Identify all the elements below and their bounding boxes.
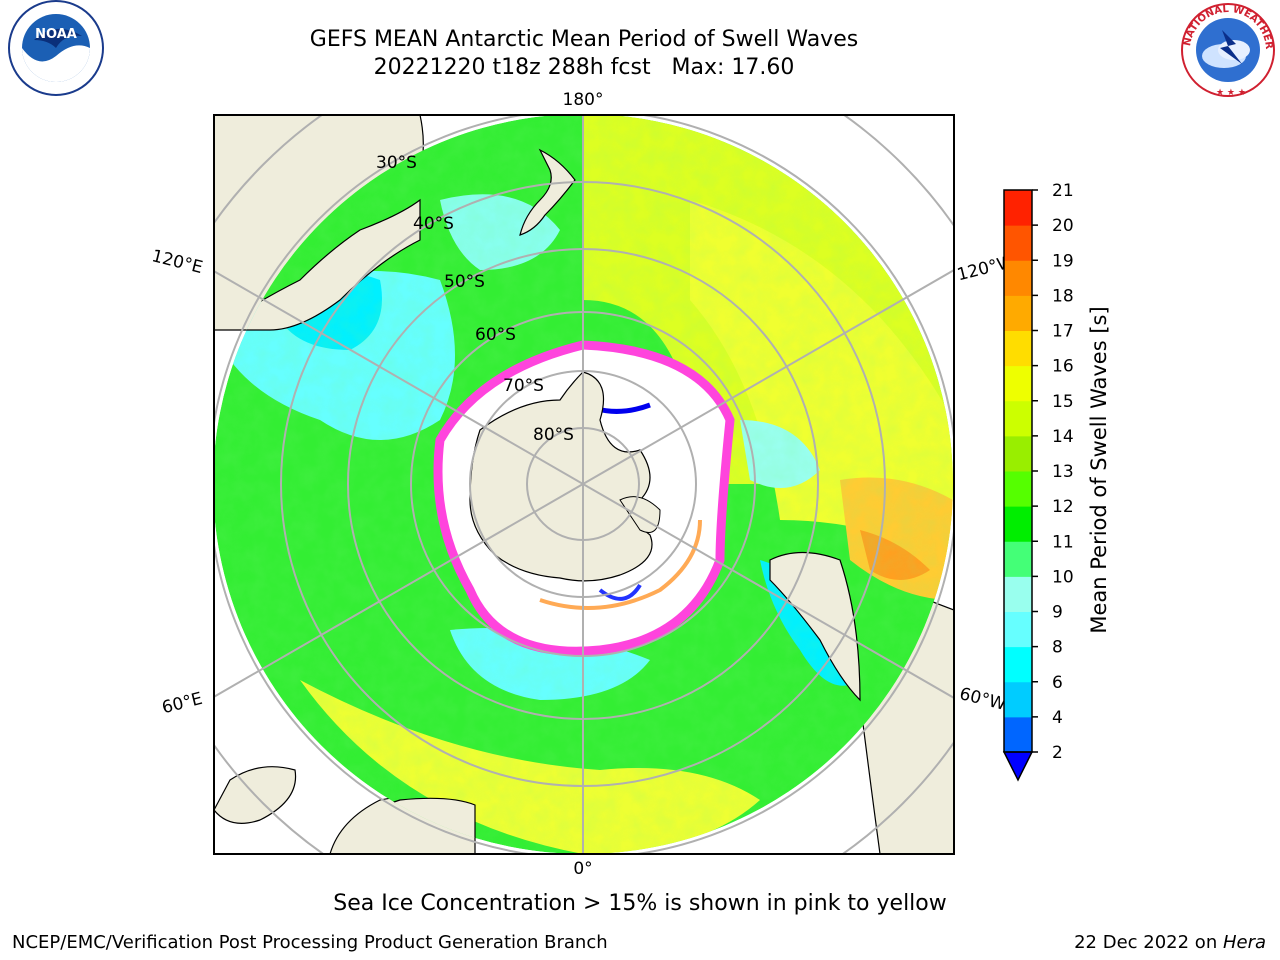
- colorbar-segment: [1004, 435, 1032, 472]
- lat-label-40s: 40°S: [413, 214, 454, 234]
- graticule: [214, 115, 954, 854]
- sea-ice-caption: Sea Ice Concentration > 15% is shown in …: [333, 891, 947, 916]
- noaa-logo: NOAA: [8, 0, 104, 96]
- noaa-logo-text: NOAA: [35, 27, 77, 42]
- footer-host: Hera: [1222, 932, 1266, 953]
- lat-label-80s: 80°S: [533, 425, 574, 445]
- colorbar-segments: [1002, 189, 1034, 782]
- colorbar-segment: [1004, 576, 1032, 612]
- map-frame-content: [214, 115, 954, 854]
- colorbar-tick-label: 20: [1052, 216, 1074, 236]
- colorbar-ticks: 2 4 6 8 9 10 11 12 13 14 15 16 17 18 19 20 21: [1032, 181, 1074, 763]
- lat-label-30s: 30°S: [376, 153, 417, 173]
- colorbar-segment: [1004, 506, 1032, 542]
- new-zealand: [519, 148, 576, 236]
- colorbar-segment: [1004, 330, 1032, 367]
- colorbar-tick-label: 10: [1052, 567, 1074, 587]
- colorbar-segment: [1004, 471, 1032, 507]
- colorbar-tick-label: 19: [1052, 251, 1074, 271]
- colorbar-segment: [1004, 611, 1032, 648]
- footer-credit: NCEP/EMC/Verification Post Processing Pr…: [12, 932, 608, 953]
- footer-date: 22 Dec 2022 on Hera: [1074, 932, 1266, 954]
- colorbar-segment: [1004, 716, 1032, 753]
- colorbar-tick-label: 11: [1052, 532, 1074, 552]
- colorbar-label: Mean Period of Swell Waves [s]: [1087, 306, 1111, 633]
- colorbar-segment: [1004, 541, 1032, 577]
- footer-date-text: 22 Dec 2022 on: [1074, 932, 1223, 953]
- colorbar-tick-label: 2: [1052, 743, 1063, 763]
- colorbar-tick-label: 14: [1052, 427, 1074, 447]
- colorbar-tick-label: 6: [1052, 673, 1063, 693]
- lon-label-0: 0°: [573, 859, 592, 879]
- colorbar-extend-triangle: [1002, 751, 1034, 782]
- map-border: [213, 114, 955, 855]
- colorbar-tick-label: 12: [1052, 497, 1074, 517]
- colorbar-tick-label: 15: [1052, 392, 1074, 412]
- colorbar-segment: [1004, 646, 1032, 683]
- colorbar-tick-label: 16: [1052, 357, 1074, 377]
- colorbar-segment: [1004, 400, 1032, 437]
- lon-label-180: 180°: [563, 90, 604, 110]
- lat-label-60s: 60°S: [475, 325, 516, 345]
- colorbar-segment: [1004, 681, 1032, 718]
- colorbar-tick-label: 18: [1052, 286, 1074, 306]
- lat-label-70s: 70°S: [503, 376, 544, 396]
- colorbar-tick-label: 4: [1052, 708, 1063, 728]
- chart-title: GEFS MEAN Antarctic Mean Period of Swell…: [309, 27, 859, 52]
- colorbar-tick-label: 13: [1052, 462, 1074, 482]
- nws-logo: NATIONAL WEATHER SERVICE ★ ★ ★: [1176, 0, 1275, 98]
- svg-text:★ ★ ★: ★ ★ ★: [1216, 88, 1246, 98]
- colorbar-segment: [1004, 225, 1032, 261]
- colorbar-segment: [1004, 295, 1032, 331]
- chart-subtitle: 20221220 t18z 288h fcst Max: 17.60: [373, 55, 795, 80]
- colorbar-segment: [1004, 190, 1032, 226]
- colorbar-tick-label: 8: [1052, 638, 1063, 658]
- colorbar-segment: [1004, 260, 1032, 296]
- lat-label-50s: 50°S: [444, 272, 485, 292]
- colorbar-tick-label: 9: [1052, 603, 1063, 623]
- colorbar-tick-label: 21: [1052, 181, 1074, 201]
- colorbar-segment: [1004, 365, 1032, 402]
- colorbar-tick-label: 17: [1052, 322, 1074, 342]
